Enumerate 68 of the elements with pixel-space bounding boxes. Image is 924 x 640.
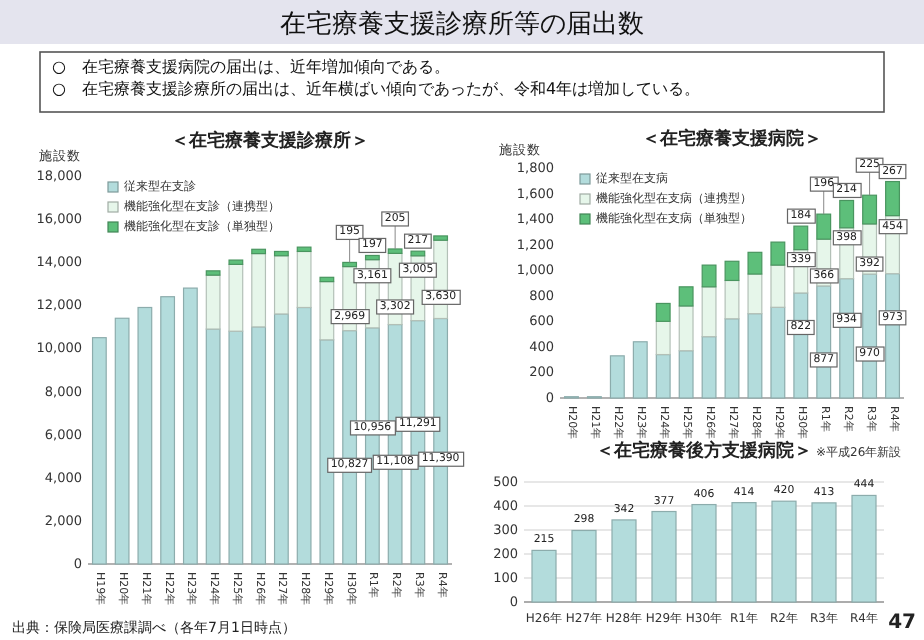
text: 47 — [888, 612, 917, 634]
bar — [205, 270, 221, 276]
bar — [724, 279, 740, 320]
bar — [205, 328, 221, 565]
bar — [364, 254, 380, 261]
bar — [678, 305, 694, 352]
bar — [228, 330, 244, 565]
bar — [747, 313, 763, 399]
bar — [609, 355, 625, 399]
bar — [251, 253, 267, 328]
text: 在宅療養支援診療所等の届出数 — [280, 8, 644, 40]
bar — [228, 259, 244, 265]
bar — [273, 313, 289, 565]
bar — [655, 353, 671, 399]
bar — [839, 199, 855, 229]
bar — [678, 286, 694, 307]
bar — [91, 337, 107, 565]
bar — [251, 248, 267, 255]
chart-title: ＜在宅療養支援病院＞ — [642, 128, 822, 150]
bar — [114, 317, 130, 565]
bar — [251, 326, 267, 565]
bar — [160, 296, 176, 565]
bar — [228, 263, 244, 332]
bar — [816, 213, 832, 240]
bar — [611, 519, 637, 603]
bar — [342, 261, 358, 268]
bar — [678, 350, 694, 399]
bar — [632, 341, 648, 399]
bar — [137, 306, 153, 565]
bar — [273, 255, 289, 315]
bar — [296, 306, 312, 565]
bar — [651, 510, 677, 603]
bar — [319, 339, 335, 565]
bar — [770, 264, 786, 308]
chart-title: ＜在宅療養後方支援病院＞ — [596, 440, 812, 462]
bar — [724, 318, 740, 399]
bar — [319, 276, 335, 283]
bar — [701, 286, 717, 338]
bar — [724, 260, 740, 282]
text: ○ 在宅療養支援病院の届出は、近年増加傾向である。 — [52, 58, 450, 76]
bar — [747, 251, 763, 275]
bar — [770, 306, 786, 399]
bar — [655, 302, 671, 322]
bar — [793, 225, 809, 251]
bar — [182, 287, 198, 565]
bar — [296, 250, 312, 309]
bar — [296, 246, 312, 253]
text: ○ 在宅療養支援診療所の届出は、近年横ばい傾向であったが、令和4年は増加している。 — [52, 80, 701, 98]
bar — [851, 494, 877, 603]
bar — [771, 500, 797, 603]
bar — [701, 264, 717, 288]
bar — [433, 235, 449, 241]
bar — [273, 250, 289, 257]
bar — [701, 336, 717, 399]
bar — [811, 502, 837, 603]
bar — [731, 502, 757, 603]
bar — [770, 241, 786, 266]
bar — [205, 274, 221, 330]
bar — [571, 529, 597, 603]
bar — [655, 320, 671, 356]
bar — [747, 273, 763, 315]
bar — [862, 194, 878, 225]
chart-title: ＜在宅療養支援診療所＞ — [171, 130, 369, 152]
bar — [387, 248, 403, 254]
bar — [319, 281, 335, 341]
bar — [691, 503, 717, 603]
bar — [885, 180, 901, 217]
bar — [531, 549, 557, 603]
